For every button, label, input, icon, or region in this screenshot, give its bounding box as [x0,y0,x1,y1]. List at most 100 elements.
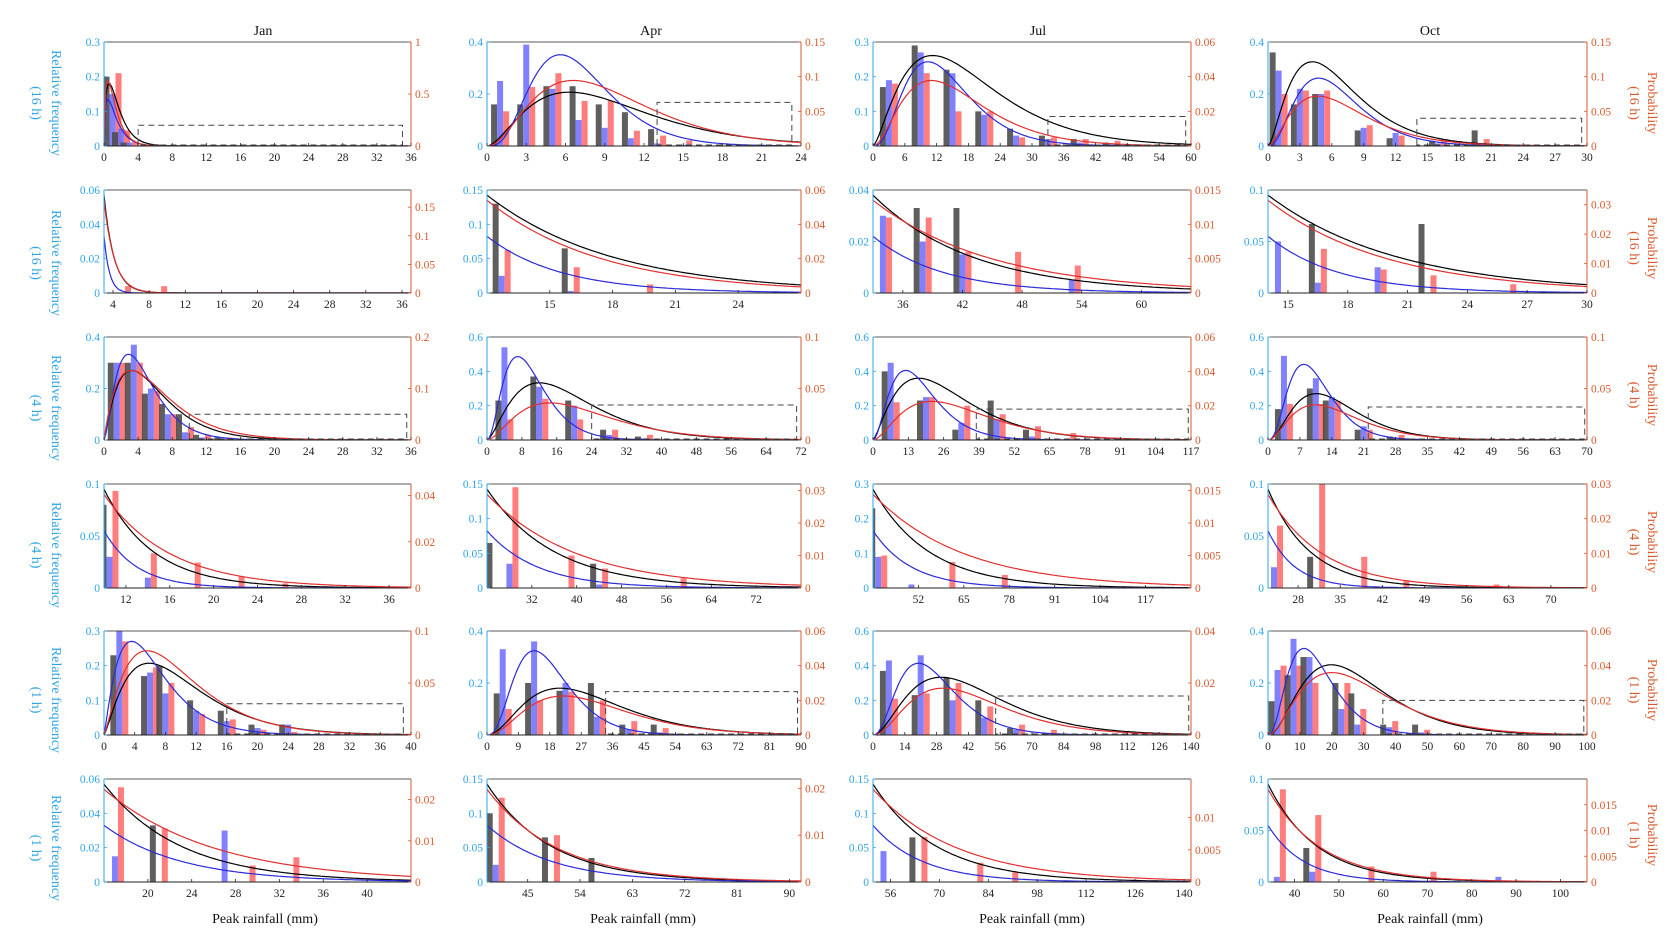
bar-red-0 [125,286,132,293]
y2-tick-label-1: 0.02 [1591,695,1611,707]
bar-gray-0 [493,693,500,735]
x-tick-label-10: 100 [1578,741,1596,753]
bar-blue-0 [113,362,120,440]
y-tick-label-2: 0.4 [855,661,870,673]
bar-blue-2 [958,422,965,440]
x-tick-label-0: 40 [1289,888,1301,900]
bar-blue-4 [1013,135,1020,146]
right-duration-r3: (4 h) [1626,382,1641,409]
left-duration-r4: (4 h) [28,542,43,569]
y-tick-label-0: 0 [1258,730,1264,742]
right-ylabel-r6: Probability [1644,804,1659,866]
bar-red-4 [1398,135,1405,146]
y2-tick-label-0: 0 [1591,141,1597,153]
y2-tick-label-1: 0.005 [1195,551,1221,563]
curve-blue [873,530,1191,588]
bar-gray-1 [124,362,131,440]
x-tick-label-4: 80 [1466,888,1478,900]
y2-tick-label-0: 0 [415,583,421,595]
bar-blue-2 [949,700,956,735]
x-tick-label-6: 100 [1552,888,1570,900]
curve-red [1268,671,1587,735]
bar-blue-5 [1386,727,1393,735]
bar-gray-1 [517,104,524,146]
y2-tick-label-0: 0 [805,877,811,889]
x-tick-label-6: 70 [1545,594,1557,606]
x-tick-label-2: 8 [163,741,169,753]
x-tick-label-1: 18 [607,299,619,311]
bar-red-0 [881,555,888,588]
bar-gray-6 [648,129,655,146]
bar-blue-0 [1271,567,1278,588]
bar-gray-0 [104,504,107,588]
bar-gray-2 [1300,657,1307,735]
bar-red-3 [1366,429,1373,440]
x-tick-label-5: 30 [1026,152,1038,164]
y-tick-label-3: 0.6 [1250,332,1265,344]
bar-gray-2 [943,69,950,146]
x-tick-label-4: 12 [638,152,650,164]
y-tick-label-0: 0 [477,288,483,300]
y-tick-label-0: 0 [1258,288,1264,300]
bar-red-5 [1070,433,1077,440]
plot-area [1268,484,1587,588]
y-tick-label-3: 0.15 [463,185,483,197]
bar-red-2 [194,562,201,588]
y2-tick-label-3: 0.03 [805,486,825,498]
y2-tick-label-2: 0.01 [1195,813,1215,825]
bar-red-2 [949,562,956,588]
y-tick-label-3: 0.3 [855,37,870,49]
bar-blue-3 [993,419,1000,440]
bar-red-7 [1114,140,1121,146]
x-tick-label-1: 16 [164,594,176,606]
y2-tick-label-2: 0.04 [1591,661,1611,673]
plot-area [104,73,411,146]
x-tick-label-2: 18 [544,741,556,753]
y2-tick-label-1: 0.01 [805,830,825,842]
bar-red-3 [599,700,606,735]
x-tick-label-2: 6 [1329,152,1335,164]
curve-red [487,493,801,586]
bar-red-3 [602,568,609,588]
y-tick-label-1: 0.05 [463,843,483,855]
bar-gray-4 [1386,138,1393,146]
x-tick-label-4: 28 [1390,446,1402,458]
x-tick-label-6: 54 [670,741,682,753]
y-tick-label-0: 0 [863,730,869,742]
bar-gray-5 [650,724,657,735]
curve-blue [873,824,1191,882]
panel-r4c1: 12 16 20 24 28 32 36 0 0.05 0.1 0 0.02 0.04 [80,479,436,606]
x-tick-label-1: 8 [146,299,152,311]
x-tick-label-0: 4 [110,299,116,311]
bar-blue-3 [575,120,582,146]
x-tick-label-5: 72 [750,594,762,606]
bar-gray-2 [120,142,127,146]
x-tick-label-9: 54 [1153,152,1165,164]
bar-gray-6 [279,724,286,735]
x-tick-label-0: 0 [101,741,107,753]
bar-red-1 [925,217,932,293]
y-tick-label-1: 0.2 [855,695,870,707]
x-tick-label-4: 27 [1521,299,1533,311]
x-tick-label-2: 28 [230,888,242,900]
y-tick-label-3: 0.6 [469,332,484,344]
bar-blue-1 [118,128,125,146]
y2-tick-label-2: 0.04 [415,491,435,503]
y-tick-label-2: 0.4 [1250,37,1265,49]
x-tick-label-9: 27 [1549,152,1561,164]
y-tick-label-3: 0.6 [855,332,870,344]
y2-tick-label-3: 0.06 [1591,626,1611,638]
y2-tick-label-0: 0 [1591,730,1597,742]
y-tick-label-2: 0.4 [469,37,484,49]
curve-red [104,200,411,293]
bar-gray-1 [911,45,918,146]
x-tick-label-3: 32 [274,888,286,900]
bar-red-0 [893,402,900,440]
x-tick-label-4: 112 [1078,888,1095,900]
bar-blue-1 [506,563,513,588]
x-tick-label-9: 72 [795,446,807,458]
x-tick-label-3: 39 [973,446,985,458]
bar-gray-2 [1322,400,1329,440]
